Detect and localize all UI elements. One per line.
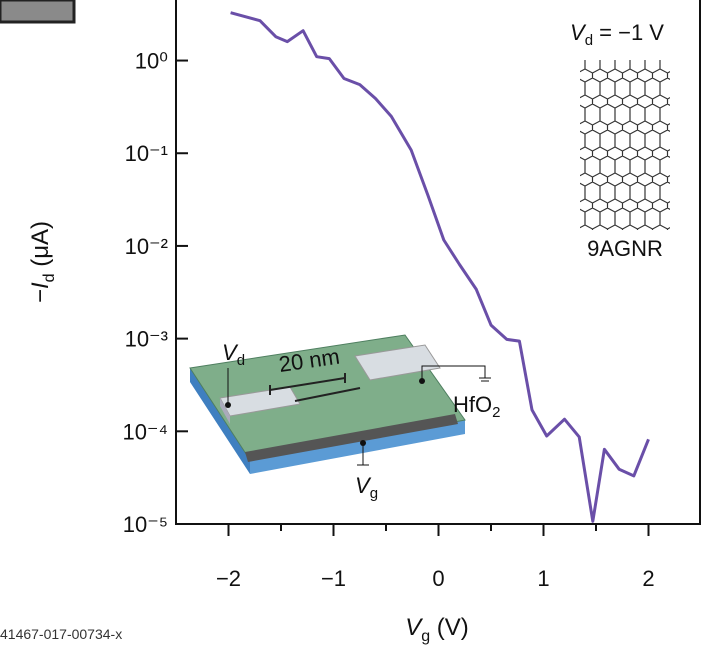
photo-fragment — [0, 0, 74, 22]
molecule-structure — [580, 60, 670, 230]
x-tick-label: 2 — [642, 566, 654, 591]
chart: Vd 20 nm HfO2 Vg Vd = −1 V 9AGNR Vg (V) … — [0, 0, 702, 649]
inset-gate-label: Vg — [355, 473, 378, 502]
y-tick-label: 10⁰ — [135, 49, 168, 74]
inset-dielectric-label: HfO2 — [453, 392, 500, 421]
y-tick-label: 10⁻³ — [125, 327, 168, 352]
x-tick-label: −2 — [216, 566, 241, 591]
x-tick-label: 0 — [432, 566, 444, 591]
footer: 41467-017-00734-x — [0, 626, 122, 642]
x-axis-label: Vg (V) — [405, 614, 469, 645]
y-axis-label: −Id (μA) — [27, 221, 58, 303]
x-tick-label: 1 — [537, 566, 549, 591]
annotation: Vd = −1 V — [570, 20, 664, 49]
y-tick-label: 10⁻² — [125, 234, 168, 259]
y-tick-label: 10⁻⁵ — [123, 512, 168, 537]
molecule-label: 9AGNR — [587, 236, 663, 261]
inset-drain-label: Vd — [222, 340, 245, 369]
y-tick-label: 10⁻⁴ — [122, 419, 168, 444]
y-tick-label: 10⁻¹ — [125, 141, 168, 166]
x-tick-label: −1 — [321, 566, 346, 591]
